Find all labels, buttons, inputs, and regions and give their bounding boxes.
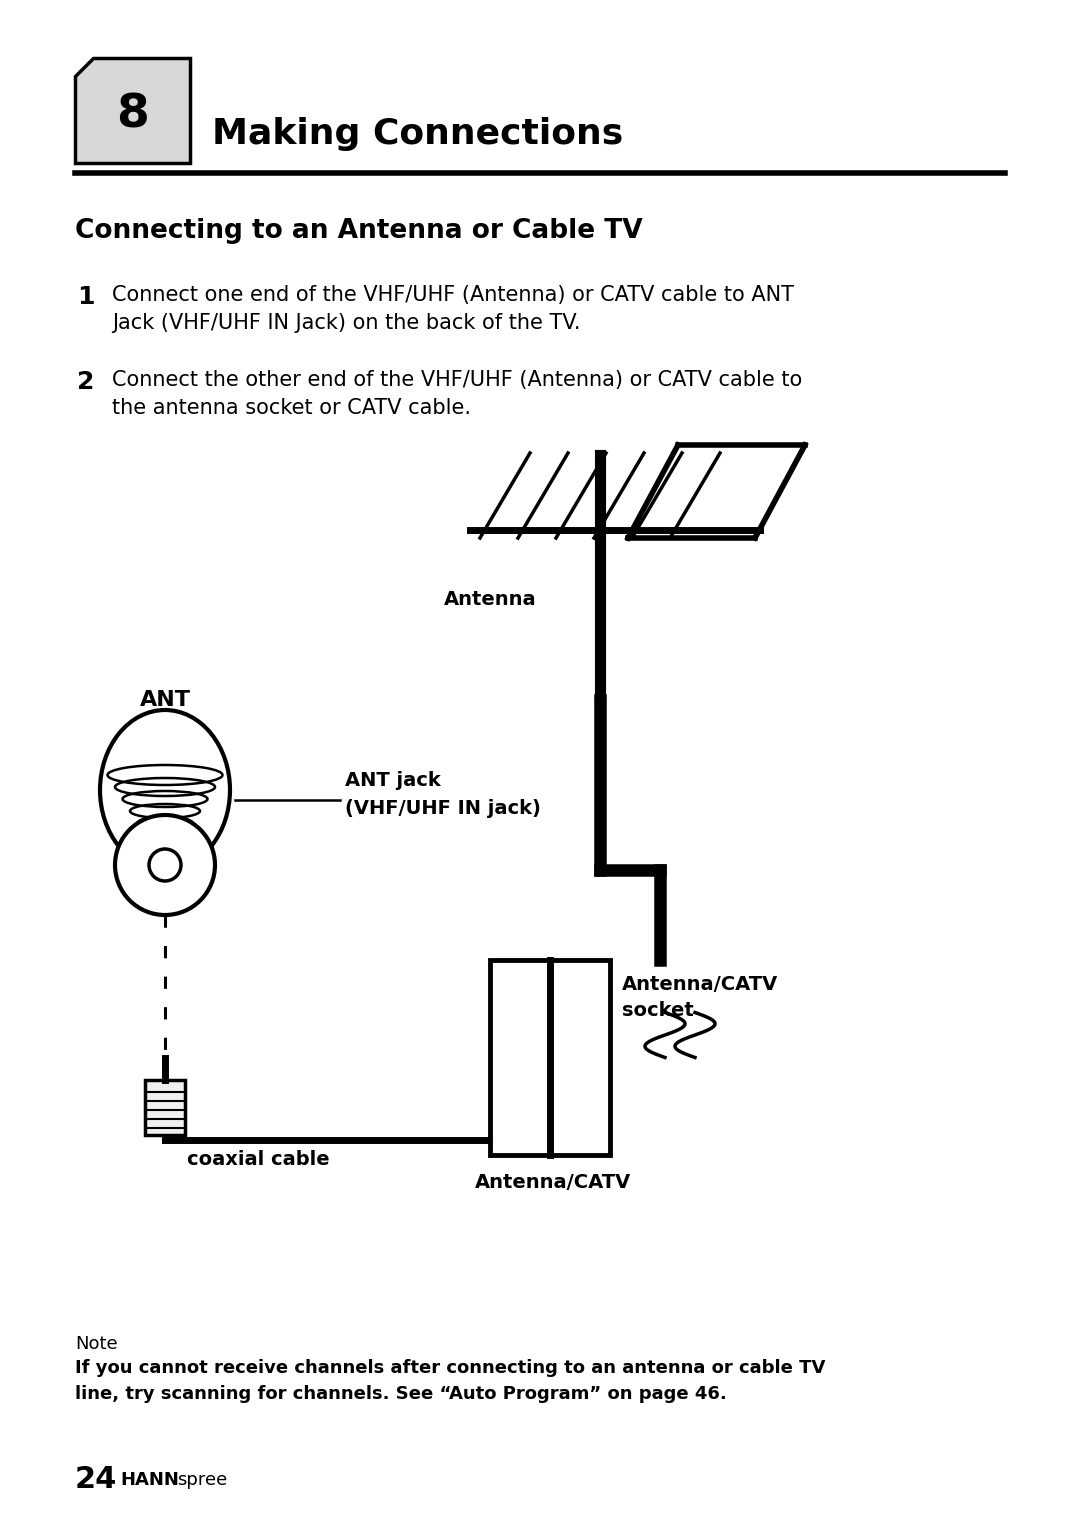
Bar <box>145 1079 185 1135</box>
Text: 24: 24 <box>75 1465 118 1494</box>
Text: Note: Note <box>75 1335 118 1353</box>
Text: Connecting to an Antenna or Cable TV: Connecting to an Antenna or Cable TV <box>75 219 643 245</box>
Text: Antenna/CATV: Antenna/CATV <box>475 1173 631 1193</box>
Polygon shape <box>75 58 190 164</box>
Text: Making Connections: Making Connections <box>212 118 623 151</box>
Text: HANN: HANN <box>120 1471 179 1489</box>
Text: 8: 8 <box>117 92 149 138</box>
Text: coaxial cable: coaxial cable <box>187 1150 329 1170</box>
Text: ANT: ANT <box>140 690 191 709</box>
Text: Connect one end of the VHF/UHF (Antenna) or CATV cable to ANT: Connect one end of the VHF/UHF (Antenna)… <box>112 284 794 304</box>
Ellipse shape <box>149 849 181 881</box>
Ellipse shape <box>100 709 230 870</box>
Text: the antenna socket or CATV cable.: the antenna socket or CATV cable. <box>112 398 471 417</box>
Text: 2: 2 <box>77 370 94 394</box>
Text: Antenna: Antenna <box>444 590 537 609</box>
Text: If you cannot receive channels after connecting to an antenna or cable TV
line, : If you cannot receive channels after con… <box>75 1359 825 1402</box>
Bar <box>490 960 610 1154</box>
Text: Antenna/CATV
socket: Antenna/CATV socket <box>622 976 779 1020</box>
Text: Connect the other end of the VHF/UHF (Antenna) or CATV cable to: Connect the other end of the VHF/UHF (An… <box>112 370 802 390</box>
Text: spree: spree <box>177 1471 227 1489</box>
Text: Jack (VHF/UHF IN Jack) on the back of the TV.: Jack (VHF/UHF IN Jack) on the back of th… <box>112 313 581 333</box>
Ellipse shape <box>114 815 215 914</box>
Text: ANT jack
(VHF/UHF IN jack): ANT jack (VHF/UHF IN jack) <box>345 772 541 818</box>
Text: 1: 1 <box>77 284 95 309</box>
